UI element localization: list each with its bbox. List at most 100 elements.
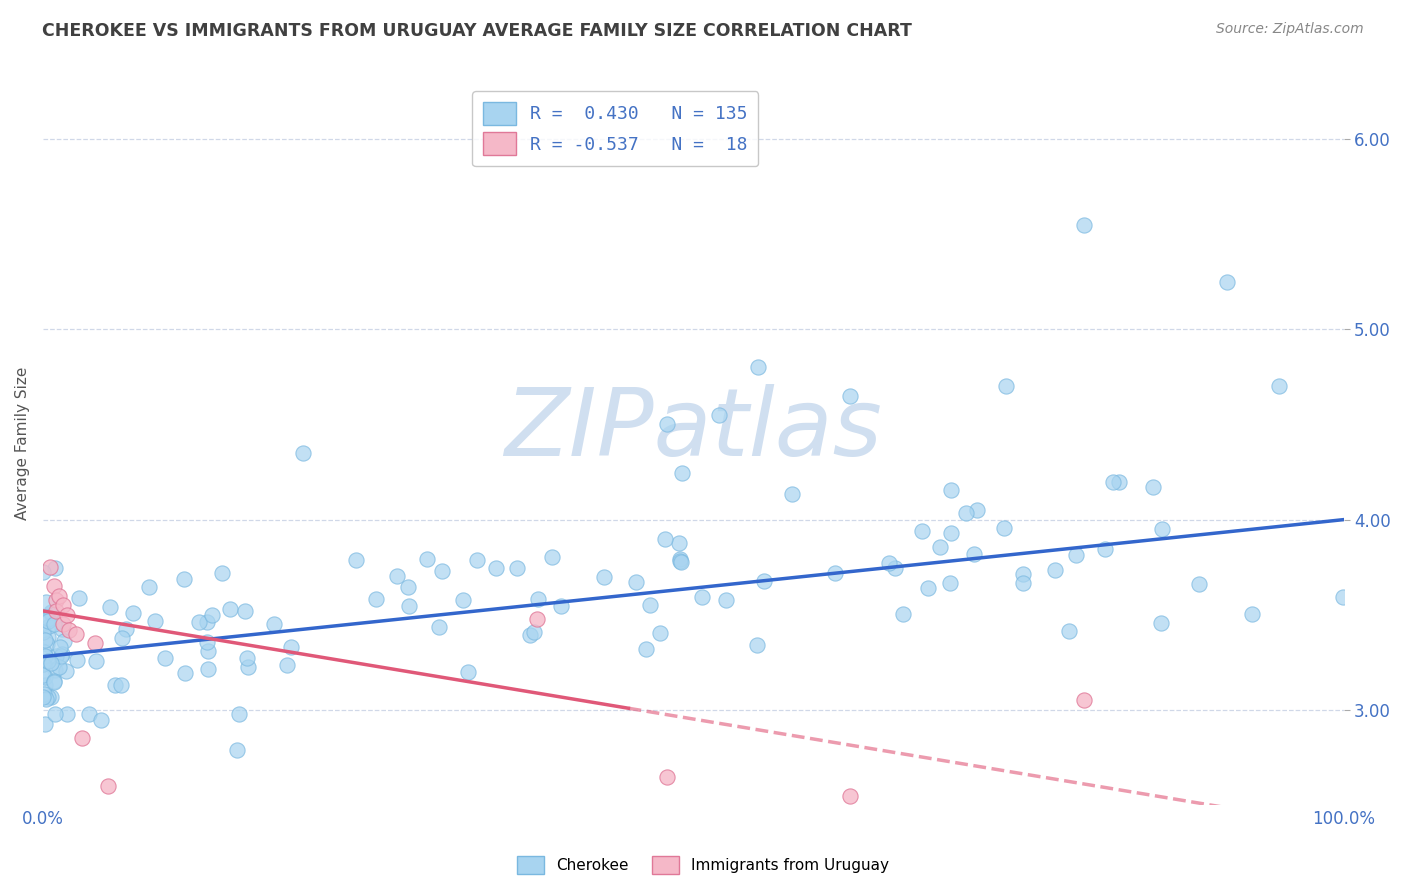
Point (104, 678, 127, 692)
Point (928, 540, 950, 554)
Point (98, 600, 121, 615)
Point (457, 665, 479, 679)
Point (626, 574, 648, 589)
Point (35, 637, 58, 651)
Point (38, 560, 60, 574)
Point (42, 674, 65, 689)
Point (35, 595, 58, 609)
Point (34, 633, 56, 648)
Point (32, 645, 55, 659)
Point (467, 553, 489, 567)
Point (32, 624, 55, 639)
Point (84, 655, 107, 669)
Point (485, 561, 508, 575)
Point (1045, 563, 1067, 577)
Point (51, 647, 73, 661)
Point (32, 624, 55, 638)
Point (1012, 566, 1035, 581)
Point (745, 638, 768, 652)
Point (67, 591, 90, 605)
Point (657, 417, 679, 432)
Point (228, 707, 250, 722)
Point (97, 779, 120, 793)
Point (32, 565, 55, 579)
Point (77, 707, 100, 722)
Point (716, 593, 738, 607)
Point (37, 690, 59, 704)
Point (1073, 693, 1095, 707)
Point (1240, 607, 1263, 622)
Point (1108, 475, 1130, 490)
Point (38, 618, 60, 632)
Point (671, 466, 693, 480)
Point (39, 606, 62, 620)
Point (58, 623, 80, 637)
Point (37, 630, 59, 644)
Point (427, 620, 450, 634)
Point (174, 666, 197, 681)
Point (506, 561, 529, 575)
Point (32, 667, 55, 681)
Point (52, 634, 75, 648)
Point (453, 593, 475, 607)
Point (45, 604, 67, 618)
Point (48, 659, 70, 673)
Point (52, 617, 75, 632)
Point (44, 707, 66, 722)
Point (636, 641, 658, 656)
Point (263, 616, 285, 631)
Point (668, 554, 690, 568)
Point (1215, 275, 1237, 289)
Point (780, 487, 803, 501)
Point (34, 648, 56, 663)
Point (173, 572, 195, 586)
Text: Source: ZipAtlas.com: Source: ZipAtlas.com (1216, 22, 1364, 37)
Point (110, 678, 132, 692)
Point (592, 570, 614, 584)
Point (1333, 590, 1355, 604)
Point (824, 566, 846, 580)
Point (201, 607, 224, 622)
Point (1073, 218, 1095, 232)
Point (195, 634, 218, 648)
Point (32, 690, 55, 704)
Point (44, 616, 66, 631)
Point (519, 627, 541, 641)
Point (197, 644, 219, 658)
Y-axis label: Average Family Size: Average Family Size (15, 367, 30, 520)
Point (32, 657, 55, 671)
Point (70, 731, 93, 746)
Point (648, 626, 671, 640)
Point (1064, 548, 1087, 562)
Legend: R =  0.430   N = 135, R = -0.537   N =  18: R = 0.430 N = 135, R = -0.537 N = 18 (472, 91, 758, 166)
Point (939, 526, 962, 541)
Point (238, 660, 260, 674)
Point (657, 770, 679, 784)
Point (1188, 577, 1211, 591)
Point (211, 566, 233, 581)
Point (752, 574, 775, 589)
Point (550, 599, 572, 613)
Point (1142, 480, 1164, 494)
Point (236, 651, 259, 665)
Point (45, 592, 67, 607)
Point (526, 611, 548, 625)
Point (654, 532, 676, 546)
Point (32, 657, 55, 672)
Point (1102, 475, 1125, 489)
Point (66, 653, 89, 667)
Point (1011, 575, 1033, 590)
Point (527, 592, 550, 607)
Point (1150, 522, 1173, 536)
Point (197, 661, 219, 675)
Point (396, 580, 419, 594)
Point (344, 552, 367, 566)
Point (218, 601, 240, 615)
Point (48, 589, 70, 603)
Point (84, 636, 107, 650)
Point (34, 670, 56, 684)
Point (41, 656, 63, 670)
Point (42, 579, 65, 593)
Point (195, 615, 218, 629)
Point (280, 640, 302, 654)
